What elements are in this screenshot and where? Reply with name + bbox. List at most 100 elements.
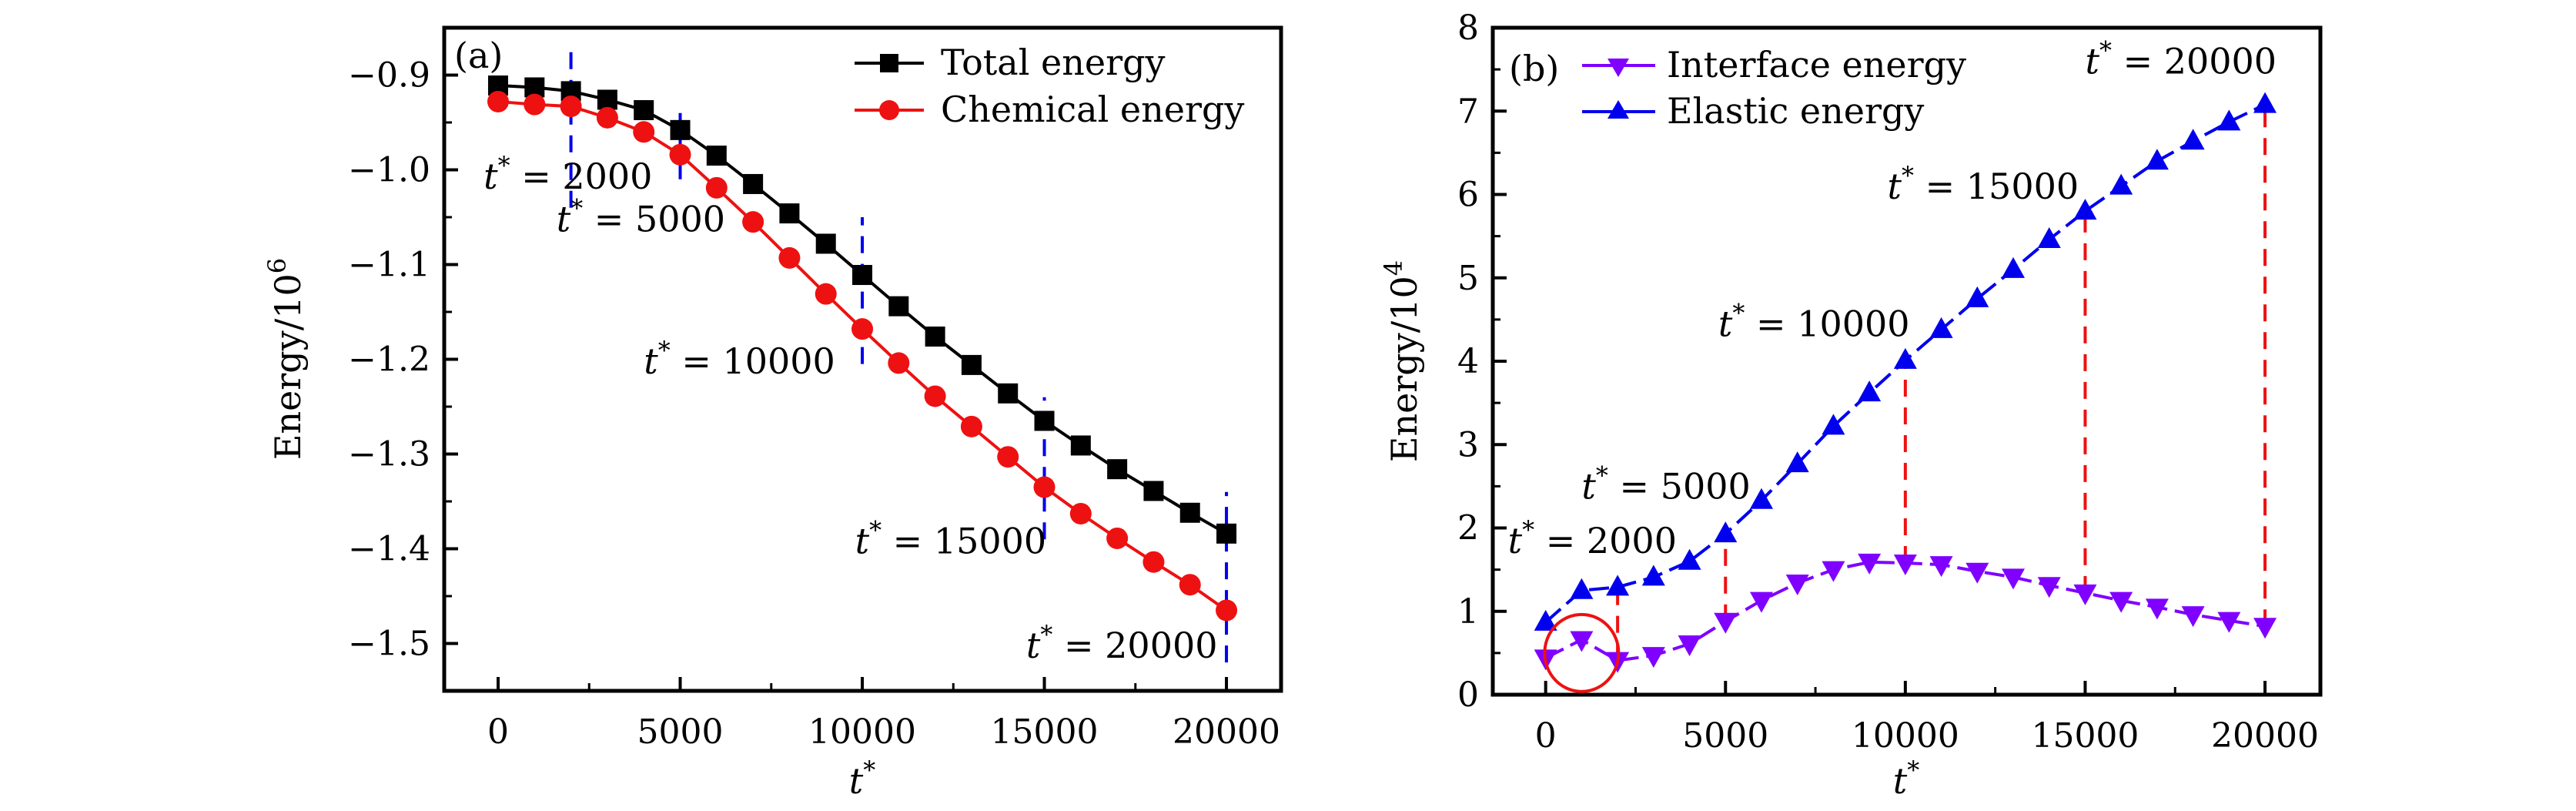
panel-b-time-markers bbox=[1616, 104, 2267, 661]
time-annotation: t* = 15000 bbox=[1888, 161, 2079, 207]
x-tick-label: 15000 bbox=[2031, 716, 2139, 756]
panel-b-y-axis-label-text: Energy/10 bbox=[1383, 276, 1425, 462]
data-point-total-energy bbox=[998, 383, 1019, 404]
data-point-chemical-energy bbox=[960, 415, 982, 437]
data-point-interface-energy bbox=[2181, 606, 2205, 628]
data-point-chemical-energy bbox=[742, 211, 764, 233]
data-point-chemical-energy bbox=[560, 96, 582, 118]
data-point-interface-energy bbox=[2073, 584, 2097, 605]
time-annotation: t* = 5000 bbox=[557, 193, 725, 240]
data-point-elastic-energy bbox=[1822, 414, 1845, 435]
panel-a-y-axis-label-text: Energy/10 bbox=[267, 273, 309, 460]
x-tick-label: 0 bbox=[487, 712, 509, 752]
time-annotation: t* = 20000 bbox=[2085, 36, 2277, 82]
y-tick-label: 3 bbox=[1457, 425, 1479, 464]
panel-b-series bbox=[1534, 92, 2277, 693]
data-point-total-energy bbox=[1070, 435, 1091, 456]
data-point-chemical-energy bbox=[778, 246, 801, 269]
data-point-interface-energy bbox=[1822, 561, 1845, 582]
data-point-chemical-energy bbox=[705, 176, 728, 199]
panel-a-chart: 0 5000 10000 15000 20000 −0.9 −1.0 −1.1 −1.2 −1.3… bbox=[263, 25, 1283, 802]
data-point-interface-energy bbox=[2217, 612, 2241, 633]
data-point-chemical-energy bbox=[1033, 476, 1055, 498]
time-annotation: t* = 2000 bbox=[483, 151, 652, 197]
data-point-interface-energy bbox=[1965, 562, 1989, 584]
data-point-chemical-energy bbox=[815, 283, 837, 305]
data-point-elastic-energy bbox=[1929, 317, 1953, 338]
data-point-interface-energy bbox=[1641, 647, 1665, 669]
y-tick-label: −1.2 bbox=[348, 340, 430, 380]
data-point-elastic-energy bbox=[2037, 226, 2061, 248]
data-point-interface-energy bbox=[1678, 635, 1701, 656]
y-tick-label: −1.0 bbox=[348, 151, 430, 190]
data-point-interface-energy bbox=[1893, 554, 1917, 575]
data-point-chemical-energy bbox=[1106, 527, 1129, 549]
data-point-total-energy bbox=[1216, 523, 1237, 544]
panel-b-legend: Interface energy Elastic energy bbox=[1582, 44, 1966, 132]
panel-b-ticks: 0 5000 10000 15000 20000 0 1 2 3 4 5 6 7 8 bbox=[1457, 8, 2319, 756]
panel-b-tag: (b) bbox=[1509, 48, 1559, 89]
y-tick-label: 2 bbox=[1457, 509, 1479, 548]
data-point-total-energy bbox=[1107, 459, 1128, 480]
x-tick-label: 0 bbox=[1535, 716, 1557, 756]
y-tick-label: −1.5 bbox=[348, 625, 430, 664]
data-point-chemical-energy bbox=[1142, 551, 1165, 573]
panel-b-x-axis-label: t* bbox=[1893, 756, 1920, 802]
panel-a-series bbox=[487, 75, 1238, 622]
data-point-total-energy bbox=[779, 203, 800, 224]
data-point-elastic-energy bbox=[1858, 380, 1882, 402]
data-point-chemical-energy bbox=[487, 90, 510, 112]
x-tick-label: 5000 bbox=[1682, 716, 1768, 756]
legend-label-interface-energy: Interface energy bbox=[1667, 44, 1966, 85]
data-point-total-energy bbox=[961, 354, 982, 375]
legend-marker-total-energy bbox=[880, 54, 898, 72]
data-point-total-energy bbox=[706, 146, 727, 166]
panel-b-y-axis-label-exp: 4 bbox=[1379, 260, 1408, 276]
y-tick-label: 7 bbox=[1457, 92, 1479, 131]
panel-a-x-axis-label: t* bbox=[849, 756, 876, 802]
y-tick-label: 0 bbox=[1457, 675, 1479, 715]
data-point-elastic-energy bbox=[2145, 149, 2169, 170]
y-tick-label: 5 bbox=[1457, 259, 1479, 298]
legend-label-chemical-energy: Chemical energy bbox=[941, 89, 1244, 130]
data-point-elastic-energy bbox=[1534, 609, 1557, 631]
data-point-elastic-energy bbox=[2181, 129, 2205, 150]
data-point-total-energy bbox=[925, 326, 945, 347]
legend-label-total-energy: Total energy bbox=[941, 42, 1166, 83]
panel-a-ticks: 0 5000 10000 15000 20000 −0.9 −1.0 −1.1 −1.2 −1.3… bbox=[348, 56, 1280, 752]
data-point-chemical-energy bbox=[1179, 574, 1201, 596]
data-point-elastic-energy bbox=[1714, 521, 1738, 543]
data-point-elastic-energy bbox=[1785, 451, 1809, 473]
panel-a-y-axis-label: Energy/106 bbox=[263, 258, 309, 460]
time-annotation: t* = 2000 bbox=[1508, 515, 1677, 561]
data-point-elastic-energy bbox=[1678, 548, 1701, 570]
x-tick-label: 10000 bbox=[1852, 716, 1959, 756]
panel-a-y-axis-label-exp: 6 bbox=[263, 258, 292, 273]
data-point-total-energy bbox=[1143, 481, 1164, 501]
data-point-chemical-energy bbox=[1216, 599, 1238, 622]
data-point-total-energy bbox=[852, 265, 873, 286]
panel-b-y-axis-label: Energy/104 bbox=[1379, 260, 1425, 462]
data-point-interface-energy bbox=[2037, 577, 2061, 598]
y-tick-label: −1.4 bbox=[348, 530, 430, 569]
data-point-elastic-energy bbox=[1749, 488, 1773, 509]
legend-marker-elastic-energy bbox=[1607, 100, 1629, 119]
data-point-interface-energy bbox=[1570, 631, 1594, 652]
time-annotation: t* = 5000 bbox=[1581, 461, 1750, 508]
data-point-chemical-energy bbox=[669, 143, 691, 166]
data-point-total-energy bbox=[1179, 502, 1200, 523]
y-tick-label: 8 bbox=[1457, 8, 1479, 48]
data-point-elastic-energy bbox=[2109, 173, 2133, 195]
data-point-total-energy bbox=[597, 89, 617, 110]
data-point-chemical-energy bbox=[851, 318, 874, 340]
data-point-total-energy bbox=[670, 119, 691, 140]
data-point-elastic-energy bbox=[1893, 347, 1917, 369]
legend-label-elastic-energy: Elastic energy bbox=[1667, 90, 1924, 132]
time-annotation: t* = 20000 bbox=[1026, 620, 1218, 666]
data-point-chemical-energy bbox=[1069, 502, 1092, 524]
data-point-interface-energy bbox=[2253, 618, 2277, 639]
data-point-chemical-energy bbox=[997, 446, 1019, 468]
data-point-total-energy bbox=[743, 173, 764, 194]
data-point-interface-energy bbox=[1785, 574, 1809, 595]
